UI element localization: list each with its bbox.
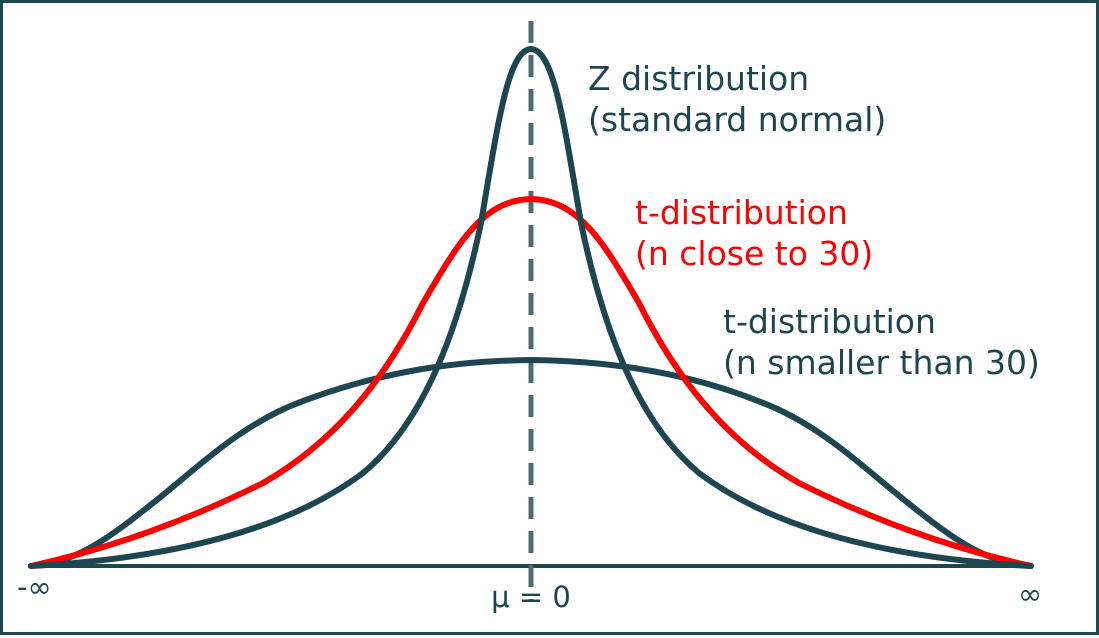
axis-left-infinity: -∞ [17, 570, 52, 604]
axis-center-mu: μ = 0 [491, 580, 571, 614]
distribution-diagram: Z distribution (standard normal) t-distr… [17, 21, 1042, 614]
z-label-line1: Z distribution [588, 59, 809, 98]
t-distribution-small-n-curve [28, 356, 1034, 569]
tsmall-label-line1: t-distribution [723, 302, 936, 341]
z-label-line2: (standard normal) [588, 100, 886, 139]
t-distribution-n30-curve [28, 195, 1034, 569]
t30-label-line2: (n close to 30) [635, 234, 873, 273]
tsmall-label-line2: (n smaller than 30) [723, 343, 1040, 382]
t30-label-line1: t-distribution [635, 193, 848, 232]
z-distribution-curve [28, 45, 1034, 569]
axis-right-infinity: ∞ [1018, 577, 1042, 611]
